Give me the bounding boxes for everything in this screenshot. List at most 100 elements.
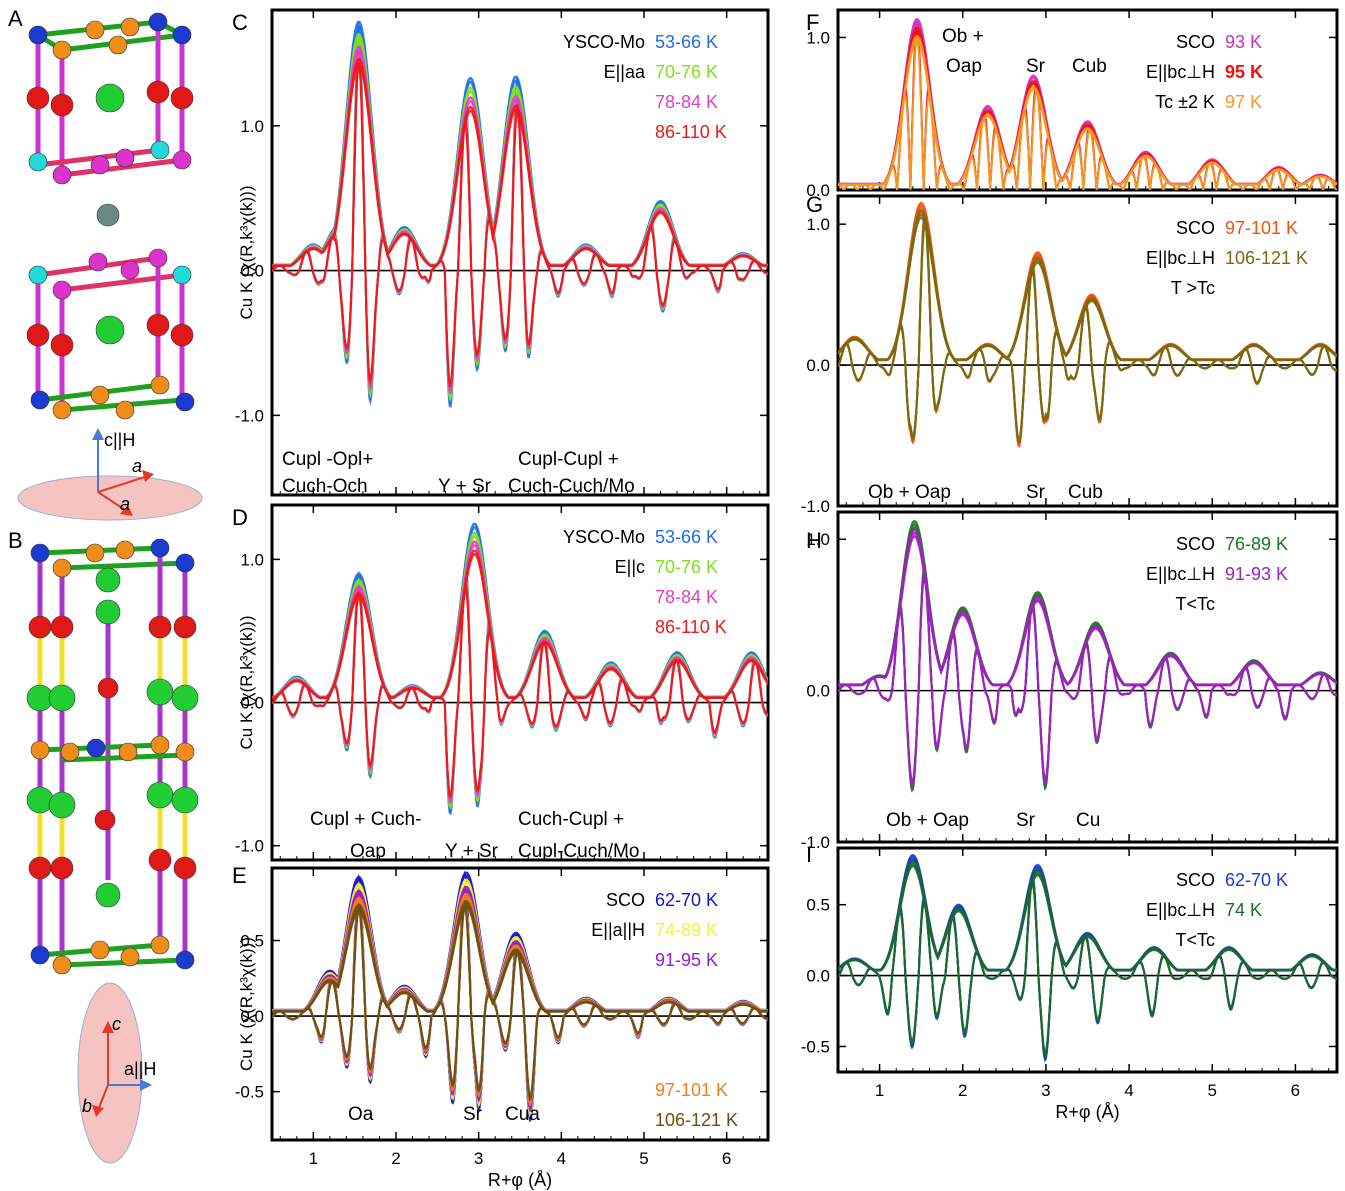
annotation-label: Y + Sr (445, 841, 499, 862)
atom-sr (171, 786, 199, 814)
legend-entry-97-K: 97 K (1225, 92, 1262, 112)
atom-o (175, 742, 195, 762)
y-tick-label: 0.0 (806, 967, 830, 986)
atom-o (120, 17, 140, 37)
y-axis-label: Cu K (χ(R,k³χ(k))) (237, 186, 256, 320)
atom-o (150, 935, 170, 955)
x-tick-label: 3 (1041, 1081, 1050, 1100)
series-envelope-86-110-K (272, 553, 768, 699)
annotation-label: Cuch-Cuch/Mo (508, 476, 635, 497)
a-axis-label: a (120, 494, 130, 514)
annotation-label: Cupl-Cupl + (518, 449, 619, 470)
series-real-part-76-89-K (838, 569, 1337, 789)
atom-o-ch (52, 165, 72, 185)
a-axis-label: a (132, 456, 142, 476)
legend-entry-91-93-K: 91-93 K (1225, 564, 1288, 584)
series-envelope-97-K (838, 38, 1337, 186)
series-envelope-106-121-K (272, 906, 768, 1013)
y-tick-label: -0.5 (235, 1083, 264, 1102)
atom-sr (146, 781, 174, 809)
series-real-part-62-70-K (838, 876, 1337, 1060)
panel-letter-g: G (806, 192, 823, 217)
series-real-part-62-70-K (838, 872, 1337, 1063)
legend-title-line: E||bc⊥H (1146, 62, 1215, 82)
atom-cu (86, 738, 106, 758)
y-tick-label: 1.0 (240, 117, 264, 136)
chart-panel-f: 0.0 1.0 SCO E||bc⊥H Tc ±2 K 93 K 95 K 97 K Ob + O… (806, 8, 1339, 200)
atom-cu-ch (28, 265, 48, 285)
legend-title-line: E||aa (604, 62, 646, 82)
atom-o-ch (172, 150, 192, 170)
series-group (272, 20, 768, 409)
y-tick-label: 0.0 (806, 181, 830, 200)
legend-title-line: SCO (606, 890, 645, 910)
series-real-part-91-93-K (838, 575, 1337, 784)
series-real-part-74-K (838, 882, 1337, 1055)
legend-title-line: T<Tc (1175, 930, 1215, 950)
b-axis-label: b (82, 1096, 92, 1116)
x-tick-label: 6 (722, 1149, 731, 1168)
plot-frame (270, 8, 770, 497)
chart-panel-h: -1.0 0.0 1.0 SCO E||bc⊥H T<Tc 76-89 K 91-93 K Ob… (801, 510, 1339, 852)
series-real-part-76-89-K (838, 566, 1337, 791)
atom-sr (26, 323, 50, 347)
bond (61, 272, 183, 293)
atom-o-ch (52, 280, 72, 300)
atom-sr (50, 333, 74, 357)
panel-letter-d: D (232, 505, 248, 530)
atom-sr (50, 856, 74, 880)
atom-o (118, 742, 138, 762)
legend-entry-78-84-K: 78-84 K (655, 92, 718, 112)
y-tick-label: -1.0 (235, 837, 264, 856)
atom-y (95, 882, 121, 908)
chart-panel-i: 1 2 3 4 5 6 -0.5 0.0 0.5 R+φ (Å) SCO E||bc⊥H T<Tc 62-… (801, 846, 1339, 1122)
atom-o-ch (90, 155, 110, 175)
series-group (838, 201, 1337, 448)
series-envelope-53-66-K (272, 526, 768, 699)
atom-cu-ch (28, 152, 48, 172)
a-axis-label: a||H (124, 1059, 156, 1079)
y-tick-label: 1.0 (806, 215, 830, 234)
atom-o (90, 940, 110, 960)
c-axis-label: c (112, 1014, 121, 1034)
y-tick-label: 1.0 (806, 28, 830, 47)
atom-o (108, 35, 128, 55)
annotation-label: Cu (1076, 810, 1100, 831)
axis-disc (17, 475, 203, 521)
legend-entry-97-101-K: 97-101 K (655, 1080, 728, 1100)
atom-cu (175, 392, 195, 412)
legend-entry-70-76-K: 70-76 K (655, 62, 718, 82)
atom-sr (26, 86, 50, 110)
legend-entry-86-110-K: 86-110 K (655, 122, 727, 142)
atom-sr (26, 786, 54, 814)
atom-o-ch (148, 248, 168, 268)
legend-title-line: SCO (1176, 870, 1215, 890)
legend-title-line: SCO (1176, 534, 1215, 554)
y-tick-label: 0.0 (806, 682, 830, 701)
atom-o (52, 955, 72, 975)
legend-entry-74-K: 74 K (1225, 900, 1262, 920)
chart-panel-e: 1 2 3 4 5 6 -0.5 0.0 0.5Cu K (χ(R,k³χ(k))) R+φ (Å… (235, 866, 770, 1190)
legend-entry-62-70-K: 62-70 K (1225, 870, 1288, 890)
atom-sr (170, 86, 194, 110)
crystal-structure-a: c||H aa (17, 12, 203, 521)
annotation-label: Cuch-Och (282, 476, 368, 497)
bond (61, 560, 186, 571)
series-real-part-106-121-K (838, 223, 1337, 441)
legend-entry-53-66-K: 53-66 K (655, 32, 718, 52)
legend-entry-95-K: 95 K (1225, 62, 1263, 82)
series-real-part-62-70-K (838, 874, 1337, 1061)
atom-cu (172, 25, 192, 45)
annotation-label: Cub (1068, 482, 1103, 503)
atom-sr (28, 856, 52, 880)
axis-disc (77, 982, 143, 1164)
series-envelope-74-K (838, 864, 1337, 972)
annotation-label: Ob + Oap (886, 810, 969, 831)
chart-panel-c: -1.0 0.0 1.0 Cu K (χ(R,k³χ(k))) YSCO-Mo E||aa… (235, 8, 770, 497)
b-axis-arrow (97, 1084, 109, 1111)
panel-letter-f: F (806, 10, 819, 35)
annotation-label: Oap (350, 841, 386, 862)
atom-o-ch (115, 148, 135, 168)
atom-cu (175, 553, 195, 573)
